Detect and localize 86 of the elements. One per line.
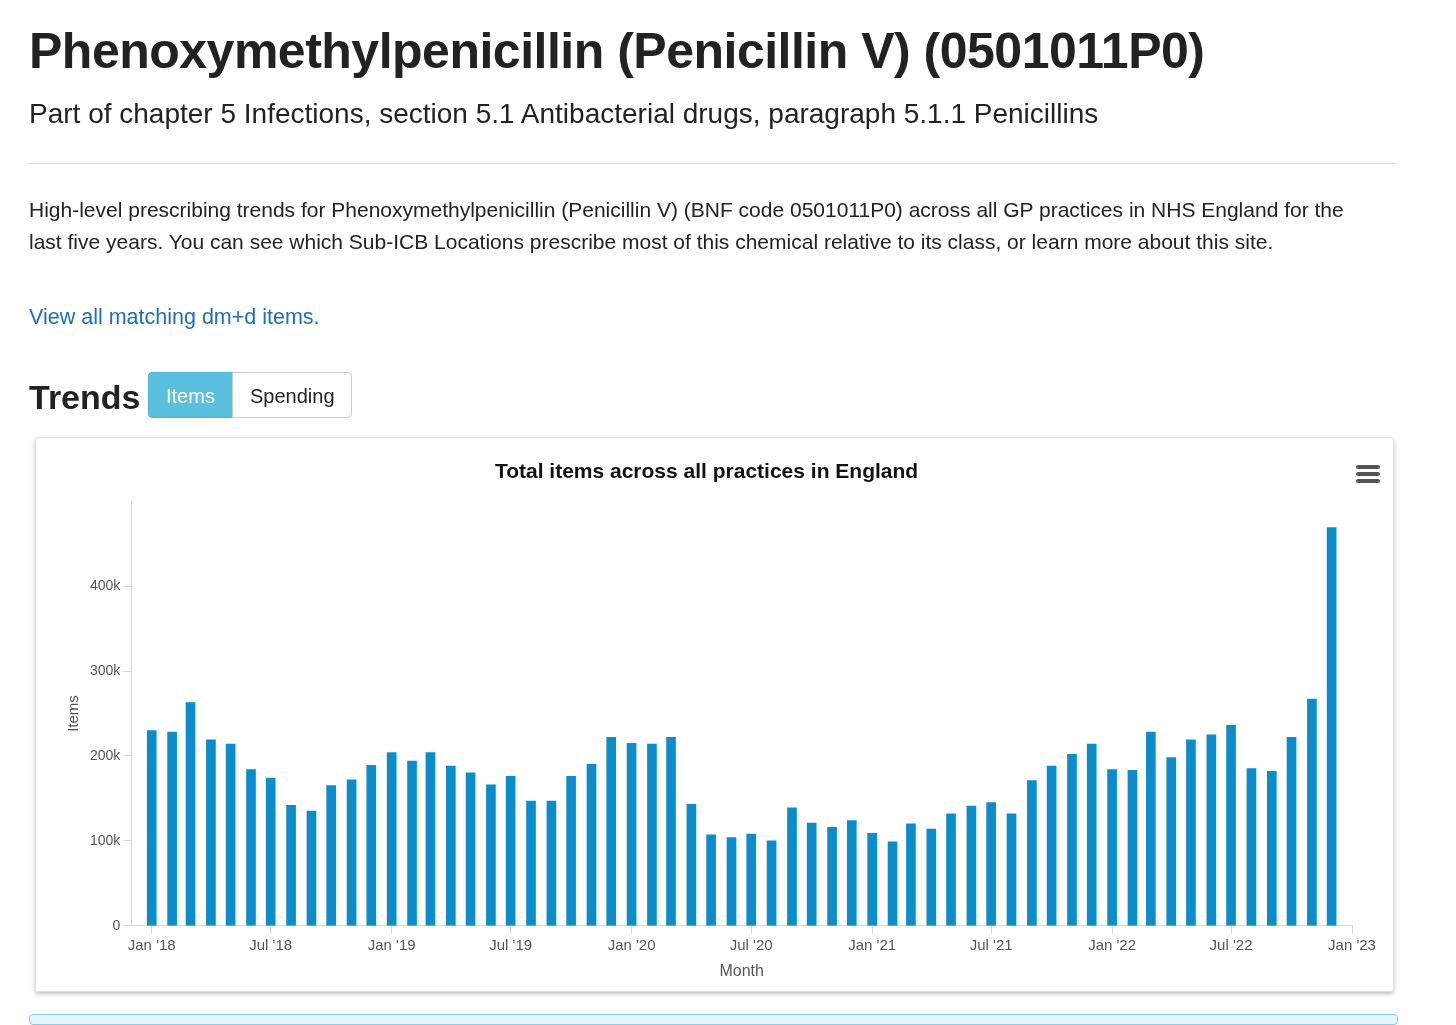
- bar: [686, 804, 697, 926]
- bar: [1027, 780, 1037, 926]
- text: Trends: [29, 378, 141, 417]
- bar: [286, 804, 296, 926]
- bar: [445, 765, 456, 926]
- bar: [787, 807, 797, 926]
- x-tick-label: Jul '19: [489, 935, 533, 953]
- bar: [465, 772, 476, 926]
- bar: [306, 810, 317, 926]
- y-tick-label: 0: [112, 916, 121, 933]
- text: Part of chapter 5 Infections, section 5.1 Antibacterial drugs, paragraph 5.1.1 Penicillins: [29, 98, 1099, 130]
- bar: [746, 833, 757, 926]
- x-tick-label: Jul '22: [1209, 935, 1253, 953]
- bar: [867, 832, 877, 926]
- text: Phenoxymethylpenicillin (Penicillin V) (0501011P0): [29, 22, 1205, 80]
- bar: [1067, 753, 1077, 926]
- bar: [246, 769, 256, 926]
- bar: [206, 739, 216, 926]
- bar: [185, 702, 196, 926]
- bar: [1086, 743, 1097, 926]
- bar: [407, 760, 417, 926]
- bar: [606, 736, 617, 926]
- bar: [946, 813, 956, 926]
- bar: [726, 837, 737, 926]
- bar: [146, 730, 157, 926]
- y-tick-label: 200k: [90, 746, 122, 763]
- bar: [1166, 757, 1177, 926]
- text: High-level prescribing trends for Phenoxymethylpenicillin (Penicillin V) (BNF code 0501011P0) across all GP practices in NHS England for the last five years. You can see which Sub-ICB Locations prescribe most of this chemical relative to its class, or learn more about this site.: [29, 197, 1345, 255]
- bar: [326, 785, 337, 926]
- bar: [366, 764, 377, 926]
- bar: [1226, 725, 1236, 926]
- bar: [1206, 734, 1217, 926]
- bar: [1046, 765, 1057, 926]
- bar: [486, 784, 496, 926]
- bar: [986, 802, 996, 926]
- bar: [647, 743, 657, 926]
- bar: [225, 743, 236, 926]
- x-tick-label: Jan '20: [607, 935, 656, 953]
- bar: [346, 779, 357, 926]
- bar: [586, 764, 597, 926]
- bar: [1266, 770, 1277, 926]
- y-tick-label: 400k: [90, 576, 122, 593]
- x-tick-label: Jan '23: [1328, 935, 1376, 953]
- bar: [887, 841, 898, 926]
- bar: [846, 820, 857, 926]
- x-tick-label: Jan '21: [848, 935, 897, 953]
- bar: [626, 742, 637, 926]
- bar: [1326, 527, 1337, 926]
- bar: [1107, 769, 1117, 926]
- x-tick-label: Jul '21: [969, 935, 1013, 953]
- bar: [766, 840, 777, 926]
- bar: [167, 731, 177, 926]
- bar: [526, 800, 536, 926]
- bar: [827, 826, 837, 926]
- x-tick-label: Jan '19: [367, 935, 416, 953]
- y-axis-title: Items: [64, 695, 82, 732]
- y-tick-label: 100k: [90, 831, 122, 848]
- bar: [666, 736, 676, 926]
- bar: [1127, 770, 1138, 926]
- x-tick-label: Jan '18: [127, 935, 176, 953]
- text: Items: [148, 372, 233, 418]
- x-tick-label: Jul '20: [729, 935, 773, 953]
- bar: [505, 776, 516, 926]
- x-tick-label: Jul '18: [249, 935, 293, 953]
- bar: [1307, 698, 1317, 926]
- y-tick-label: 300k: [90, 661, 122, 678]
- x-axis-title: Month: [719, 961, 764, 979]
- text: View all matching dm+d items.: [29, 305, 320, 330]
- bar: [1186, 739, 1196, 926]
- bar: [706, 834, 716, 926]
- bar: [265, 777, 276, 926]
- bar: [1146, 731, 1156, 926]
- text: Spending: [232, 372, 352, 418]
- bar: [566, 776, 576, 926]
- chart-title: Total items across all practices in England: [494, 459, 919, 483]
- bar: [906, 823, 916, 926]
- bar: [966, 805, 977, 926]
- bar: [806, 822, 817, 926]
- bar: [926, 828, 937, 926]
- bar: [1246, 768, 1257, 926]
- bar: [386, 752, 397, 926]
- bar: [1006, 813, 1017, 926]
- x-tick-label: Jan '22: [1088, 935, 1137, 953]
- bar: [1286, 736, 1297, 926]
- bar: [425, 752, 436, 926]
- bar: [546, 800, 557, 926]
